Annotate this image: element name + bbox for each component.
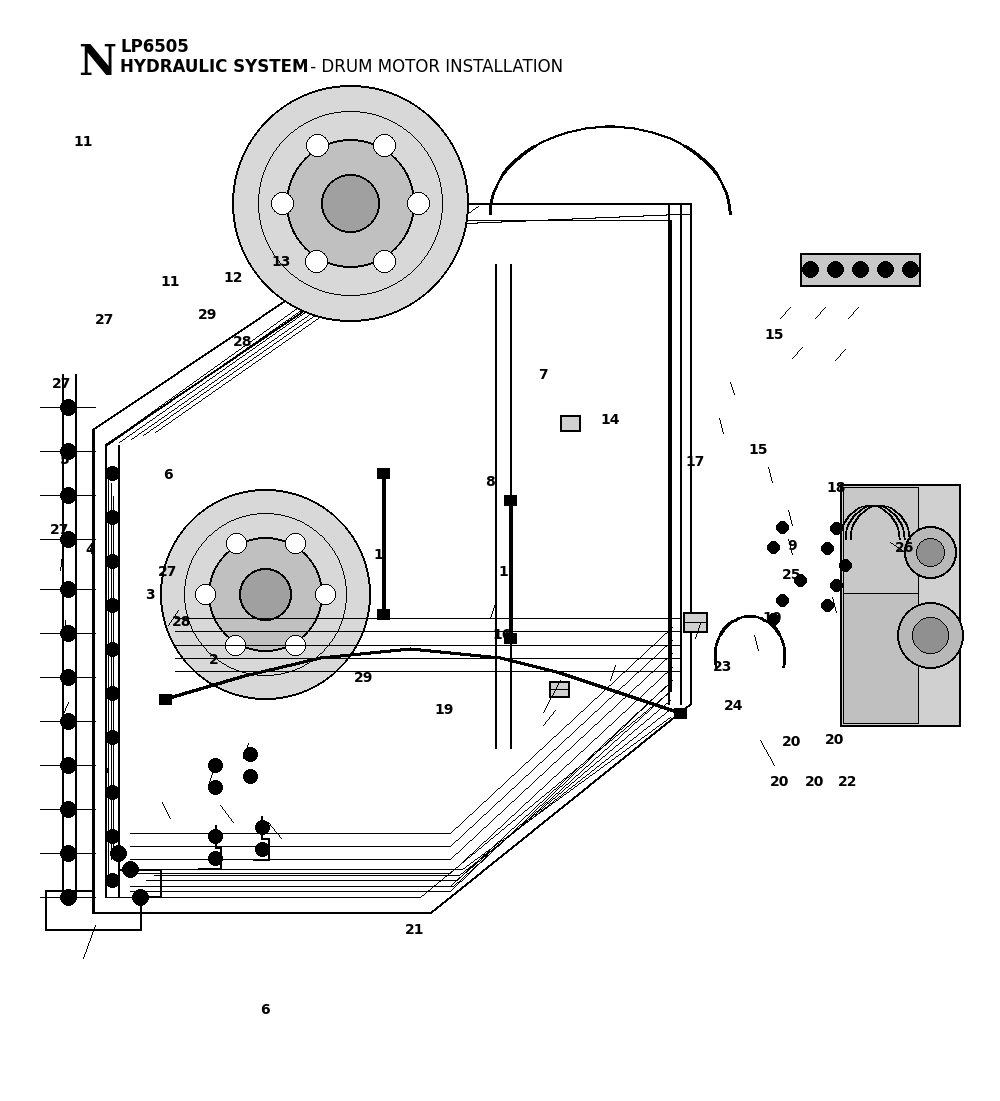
Text: 9: 9 [787, 539, 797, 553]
Text: 6: 6 [163, 468, 173, 482]
Text: 20: 20 [805, 775, 825, 789]
Text: 3: 3 [145, 588, 155, 602]
Text: 2: 2 [209, 653, 219, 667]
Text: 8: 8 [485, 475, 495, 489]
Text: 24: 24 [724, 699, 744, 713]
Text: 27: 27 [52, 377, 72, 391]
Text: 15: 15 [764, 328, 784, 342]
Text: HYDRAULIC SYSTEM: HYDRAULIC SYSTEM [120, 58, 308, 76]
Text: 20: 20 [770, 775, 790, 789]
Text: 27: 27 [158, 565, 178, 579]
Text: 6: 6 [260, 1003, 270, 1017]
Text: 16: 16 [492, 628, 512, 642]
Text: 26: 26 [895, 541, 915, 555]
Text: 21: 21 [405, 923, 425, 937]
Text: 11: 11 [73, 135, 93, 149]
Text: 13: 13 [271, 255, 291, 269]
Text: 11: 11 [160, 275, 180, 288]
Text: 19: 19 [434, 704, 454, 717]
Text: 14: 14 [600, 413, 620, 427]
Text: LP6505: LP6505 [120, 39, 189, 56]
Text: 29: 29 [198, 308, 218, 321]
Text: 23: 23 [713, 659, 733, 674]
Text: 20: 20 [825, 733, 845, 746]
Text: 15: 15 [748, 443, 768, 457]
Text: N: N [78, 42, 116, 84]
Text: 29: 29 [354, 671, 374, 685]
Text: 7: 7 [538, 368, 548, 382]
Text: 10: 10 [762, 611, 782, 625]
Text: 17: 17 [685, 455, 705, 469]
Text: 28: 28 [233, 335, 253, 349]
Text: 27: 27 [50, 523, 70, 537]
Text: 12: 12 [223, 271, 243, 285]
Text: 25: 25 [782, 568, 802, 582]
Text: 5: 5 [60, 453, 70, 467]
Text: 22: 22 [838, 775, 858, 789]
Text: 1: 1 [498, 565, 508, 579]
Text: 18: 18 [826, 481, 846, 495]
Text: 28: 28 [172, 615, 192, 629]
Text: - DRUM MOTOR INSTALLATION: - DRUM MOTOR INSTALLATION [305, 58, 563, 76]
Text: 27: 27 [95, 313, 115, 327]
Text: 1: 1 [373, 548, 383, 562]
Text: 20: 20 [782, 735, 802, 749]
Text: 4: 4 [85, 543, 95, 557]
